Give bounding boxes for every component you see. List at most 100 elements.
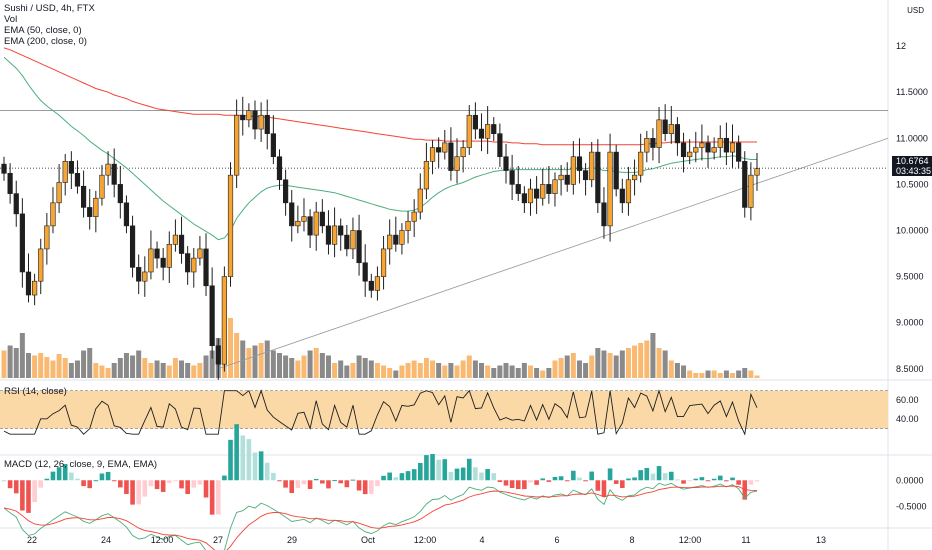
candle-body	[509, 170, 515, 185]
candle-body	[754, 168, 760, 176]
volume-bar	[417, 363, 423, 378]
candle-body	[674, 124, 681, 144]
time-tick-label: 12:00	[679, 535, 702, 545]
macd-histogram-bar	[430, 454, 435, 481]
candle-body	[240, 114, 246, 121]
volume-bar	[117, 358, 123, 378]
time-tick-label: 24	[101, 535, 111, 545]
candle-body	[601, 202, 607, 227]
candle-body	[19, 213, 25, 273]
candle-body	[111, 163, 117, 185]
volume-bar	[295, 360, 301, 378]
macd-histogram-bar	[277, 480, 282, 482]
volume-bar	[662, 350, 668, 378]
volume-bar	[644, 340, 650, 378]
candle-body	[393, 234, 399, 245]
volume-bar	[466, 355, 472, 378]
volume-bar	[38, 353, 44, 378]
time-tick-label: 13	[816, 535, 826, 545]
volume-bar	[527, 365, 533, 378]
macd-histogram-bar	[662, 473, 668, 481]
candle-body	[160, 257, 166, 268]
candle-body	[717, 137, 723, 148]
macd-histogram-bar	[375, 480, 380, 487]
volume-bar	[179, 360, 185, 378]
volume-bar	[625, 348, 631, 378]
macd-histogram-bar	[558, 476, 564, 481]
candle-body	[56, 182, 62, 204]
candle-body	[105, 163, 111, 176]
volume-bar	[503, 363, 509, 378]
volume-bar	[276, 353, 282, 378]
candle-body	[472, 114, 478, 130]
candle-body	[117, 184, 123, 204]
candle-body	[283, 179, 289, 204]
volume-bar	[301, 355, 307, 378]
candle-body	[687, 151, 693, 158]
candle-body	[521, 193, 527, 204]
macd-histogram-bar	[552, 476, 558, 481]
macd-histogram-bar	[56, 467, 62, 481]
volume-bar	[154, 360, 160, 378]
candle-body	[491, 124, 497, 134]
macd-histogram-bar	[13, 480, 19, 494]
macd-histogram-bar	[571, 470, 576, 481]
candle-body	[570, 156, 576, 185]
volume-bar	[711, 370, 717, 378]
candle-body	[295, 220, 301, 227]
volume-bar	[148, 363, 154, 378]
price-tick-label: 9.5000	[896, 272, 924, 282]
volume-bar	[742, 368, 748, 378]
candle-body	[552, 179, 558, 194]
candle-body	[497, 133, 503, 158]
legend-ema50: EMA (50, close, 0)	[4, 25, 82, 36]
macd-histogram-bar	[179, 480, 184, 489]
macd-histogram-bar	[540, 478, 546, 481]
rsi-tick-label: 40.00	[896, 414, 919, 424]
macd-histogram-bar	[301, 480, 307, 485]
ema50-line	[3, 56, 757, 241]
macd-histogram-bar	[326, 480, 331, 489]
candle-body	[356, 230, 362, 264]
candle-body	[331, 225, 338, 245]
macd-tick-label: 0.0000	[896, 475, 924, 485]
macd-histogram-bar	[656, 466, 662, 481]
macd-histogram-bar	[130, 480, 135, 505]
macd-histogram-bar	[44, 478, 50, 481]
candle-body	[564, 174, 570, 185]
candle-body	[99, 174, 105, 199]
macd-histogram-bar	[313, 478, 319, 481]
macd-histogram-bar	[724, 480, 729, 482]
macd-histogram-bar	[620, 480, 625, 488]
volume-bar	[19, 333, 25, 378]
candle-body	[209, 285, 215, 347]
macd-histogram-bar	[283, 480, 288, 488]
candle-body	[417, 188, 423, 213]
candle-body	[270, 133, 276, 158]
candle-body	[485, 124, 491, 139]
candle-body	[313, 211, 319, 236]
macd-histogram-bar	[289, 480, 295, 493]
legend-ema200: EMA (200, close, 0)	[4, 36, 87, 47]
currency-label: USD	[907, 6, 924, 15]
macd-histogram-bar	[160, 480, 166, 492]
candle-body	[246, 110, 252, 121]
volume-bar	[350, 363, 356, 378]
macd-histogram-bar	[650, 473, 656, 481]
volume-bar	[411, 360, 417, 378]
volume-bar	[344, 365, 350, 378]
macd-histogram-bar	[26, 480, 31, 513]
volume-bar	[491, 368, 497, 378]
volume-bar	[7, 345, 13, 378]
time-tick-label: 8	[629, 535, 634, 545]
macd-histogram-bar	[228, 439, 233, 481]
volume-bar	[130, 355, 136, 378]
macd-histogram-bar	[69, 472, 74, 481]
volume-bar	[74, 360, 80, 378]
candle-body	[546, 184, 552, 194]
volume-bar	[699, 373, 705, 378]
price-tick-label: 12	[896, 41, 906, 51]
volume-bar	[105, 368, 111, 378]
candle-body	[301, 216, 307, 222]
